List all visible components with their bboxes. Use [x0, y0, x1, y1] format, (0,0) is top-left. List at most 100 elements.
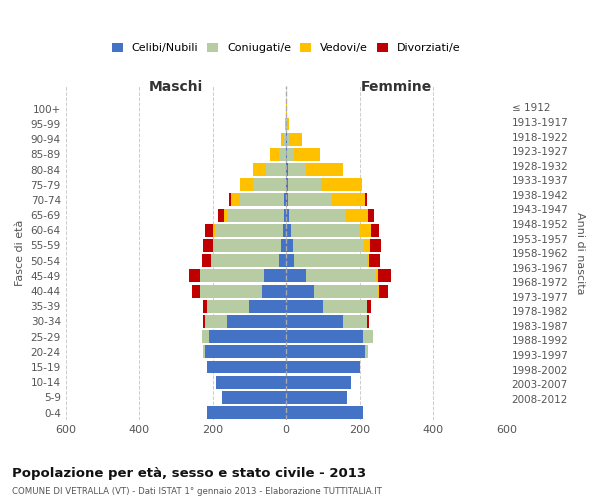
Bar — [367, 300, 371, 312]
Bar — [286, 376, 350, 388]
Bar — [286, 118, 287, 130]
Bar — [285, 118, 286, 130]
Text: Femmine: Femmine — [361, 80, 432, 94]
Bar — [287, 148, 294, 161]
Bar — [227, 315, 286, 328]
Bar — [205, 224, 212, 237]
Bar — [293, 254, 367, 267]
Bar — [378, 270, 391, 282]
Bar — [286, 239, 293, 252]
Bar — [294, 148, 320, 161]
Bar — [379, 284, 388, 298]
Bar — [203, 315, 205, 328]
Bar — [222, 391, 286, 404]
Bar — [378, 284, 379, 298]
Bar — [364, 239, 370, 252]
Bar — [253, 178, 286, 191]
Bar — [332, 194, 365, 206]
Bar — [281, 132, 284, 145]
Bar — [286, 406, 364, 419]
Bar — [224, 208, 227, 222]
Bar — [284, 208, 286, 222]
Bar — [286, 315, 343, 328]
Text: Popolazione per età, sesso e stato civile - 2013: Popolazione per età, sesso e stato civil… — [12, 468, 366, 480]
Bar — [253, 163, 266, 176]
Bar — [279, 148, 286, 161]
Bar — [205, 315, 227, 328]
Bar — [365, 346, 368, 358]
Bar — [307, 270, 376, 282]
Bar — [209, 330, 286, 343]
Bar — [269, 148, 279, 161]
Bar — [203, 346, 205, 358]
Bar — [193, 284, 200, 298]
Bar — [189, 270, 200, 282]
Bar — [207, 300, 250, 312]
Bar — [288, 194, 332, 206]
Bar — [289, 208, 346, 222]
Bar — [368, 208, 374, 222]
Bar — [240, 178, 253, 191]
Text: COMUNE DI VETRALLA (VT) - Dati ISTAT 1° gennaio 2013 - Elaborazione TUTTITALIA.I: COMUNE DI VETRALLA (VT) - Dati ISTAT 1° … — [12, 488, 382, 496]
Bar — [217, 376, 286, 388]
Bar — [200, 284, 262, 298]
Bar — [288, 163, 307, 176]
Bar — [200, 270, 264, 282]
Bar — [284, 194, 286, 206]
Bar — [307, 163, 343, 176]
Bar — [314, 284, 378, 298]
Bar — [369, 254, 380, 267]
Bar — [293, 239, 364, 252]
Bar — [227, 208, 284, 222]
Bar — [205, 346, 286, 358]
Bar — [286, 300, 323, 312]
Bar — [361, 224, 371, 237]
Bar — [207, 406, 286, 419]
Bar — [286, 102, 287, 116]
Bar — [367, 315, 369, 328]
Bar — [286, 254, 293, 267]
Text: Maschi: Maschi — [149, 80, 203, 94]
Bar — [286, 330, 364, 343]
Bar — [286, 346, 365, 358]
Bar — [371, 224, 379, 237]
Bar — [286, 194, 288, 206]
Bar — [323, 300, 367, 312]
Bar — [286, 132, 287, 145]
Bar — [266, 163, 286, 176]
Bar — [286, 391, 347, 404]
Bar — [218, 208, 224, 222]
Bar — [207, 360, 286, 374]
Bar — [286, 148, 287, 161]
Bar — [365, 194, 367, 206]
Bar — [229, 194, 231, 206]
Bar — [250, 300, 286, 312]
Bar — [203, 300, 207, 312]
Bar — [279, 254, 286, 267]
Bar — [346, 208, 368, 222]
Bar — [283, 224, 286, 237]
Bar — [290, 224, 361, 237]
Bar — [281, 239, 286, 252]
Bar — [212, 224, 215, 237]
Bar — [370, 239, 381, 252]
Bar — [286, 163, 288, 176]
Bar — [284, 132, 286, 145]
Bar — [212, 239, 281, 252]
Bar — [287, 118, 289, 130]
Bar — [286, 224, 290, 237]
Bar — [240, 194, 284, 206]
Bar — [231, 194, 240, 206]
Bar — [202, 330, 209, 343]
Bar — [367, 254, 369, 267]
Legend: Celibi/Nubili, Coniugati/e, Vedovi/e, Divorziati/e: Celibi/Nubili, Coniugati/e, Vedovi/e, Di… — [107, 38, 465, 58]
Bar — [288, 178, 321, 191]
Bar — [286, 360, 360, 374]
Bar — [211, 254, 279, 267]
Y-axis label: Fasce di età: Fasce di età — [15, 220, 25, 286]
Bar — [215, 224, 283, 237]
Bar — [203, 239, 212, 252]
Bar — [321, 178, 362, 191]
Bar — [286, 208, 289, 222]
Bar — [264, 270, 286, 282]
